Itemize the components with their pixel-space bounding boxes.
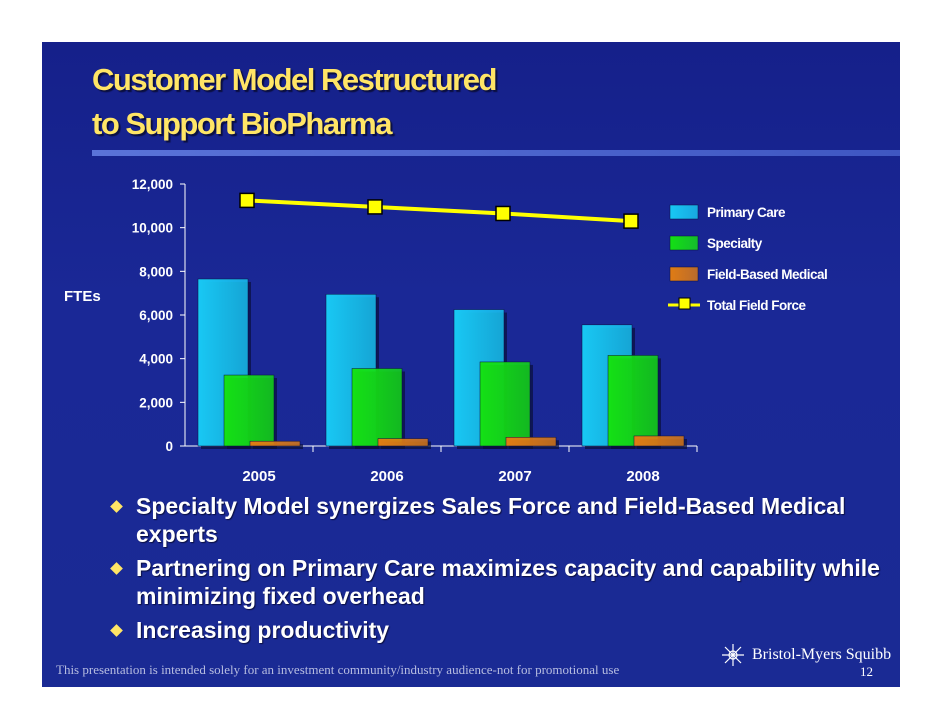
- slide: Customer Model Restructured to Support B…: [42, 42, 900, 687]
- legend: Primary Care Specialty Field-Based Medical…: [668, 204, 828, 313]
- total-field-force-marker: [623, 213, 639, 229]
- bullet-text: Partnering on Primary Care maximizes cap…: [136, 555, 880, 609]
- bullet-text: Increasing productivity: [136, 617, 390, 643]
- legend-label: Total Field Force: [707, 298, 807, 313]
- bullet-item: Increasing productivity: [108, 616, 888, 644]
- y-tick-label: 2,000: [139, 395, 173, 410]
- legend-swatch: [669, 235, 699, 251]
- bar-specialty: [607, 355, 659, 447]
- bar-specialty: [351, 368, 403, 447]
- diamond-bullet-icon: [110, 562, 123, 575]
- legend-swatch: [669, 266, 699, 282]
- total-field-force-marker: [495, 205, 511, 222]
- bar-series: [197, 278, 687, 449]
- bar-specialty: [223, 374, 275, 447]
- bar-field-based-medical: [249, 440, 301, 447]
- total-field-force-line: [246, 198, 632, 224]
- x-axis: 2005 2006 2007 2008: [185, 445, 698, 482]
- bar-shadow: [253, 444, 303, 449]
- x-tick-label: 2005: [242, 468, 275, 482]
- y-tick-label: 0: [165, 439, 173, 454]
- legend-label: Primary Care: [707, 205, 786, 220]
- total-field-force-marker: [239, 192, 255, 209]
- x-tick-label: 2006: [370, 468, 403, 482]
- line-series: [239, 192, 639, 229]
- x-tick-label: 2008: [626, 468, 659, 482]
- y-tick-label: 6,000: [139, 308, 173, 323]
- x-tick-label: 2007: [498, 468, 531, 482]
- legend-swatch: [669, 204, 699, 220]
- title-underline: [92, 150, 900, 156]
- bar-field-based-medical: [633, 435, 685, 447]
- y-axis-label: FTEs: [64, 288, 101, 305]
- legend-label: Specialty: [707, 236, 763, 251]
- y-tick-label: 8,000: [139, 264, 173, 279]
- slide-title-line-2: to Support BioPharma: [92, 106, 392, 141]
- diamond-bullet-icon: [110, 624, 123, 637]
- legend-label: Field-Based Medical: [707, 267, 827, 282]
- legend-marker: [678, 297, 691, 310]
- company-logo: Bristol-Myers Squibb: [720, 642, 892, 670]
- bullet-item: Specialty Model synergizes Sales Force a…: [108, 492, 888, 548]
- diamond-bullet-icon: [110, 500, 123, 513]
- bullet-list: Specialty Model synergizes Sales Force a…: [108, 492, 888, 650]
- slide-title-line-1: Customer Model Restructured: [92, 62, 497, 97]
- bar-field-based-medical: [377, 438, 429, 447]
- y-tick-label: 4,000: [139, 352, 173, 367]
- logo-text: Bristol-Myers Squibb: [752, 646, 892, 663]
- bar-field-based-medical: [505, 437, 557, 447]
- bullet-text: Specialty Model synergizes Sales Force a…: [136, 493, 846, 547]
- y-axis: 0 2,000 4,000 6,000 8,000 10,000 12,000: [132, 177, 186, 454]
- starburst-logo-icon: [722, 644, 744, 666]
- page-number: 12: [860, 664, 873, 679]
- y-tick-label: 12,000: [132, 177, 173, 192]
- bullet-item: Partnering on Primary Care maximizes cap…: [108, 554, 888, 610]
- y-tick-label: 10,000: [132, 221, 173, 236]
- bar-specialty: [479, 361, 531, 447]
- footer-disclaimer: This presentation is intended solely for…: [56, 662, 620, 677]
- total-field-force-marker: [367, 199, 383, 215]
